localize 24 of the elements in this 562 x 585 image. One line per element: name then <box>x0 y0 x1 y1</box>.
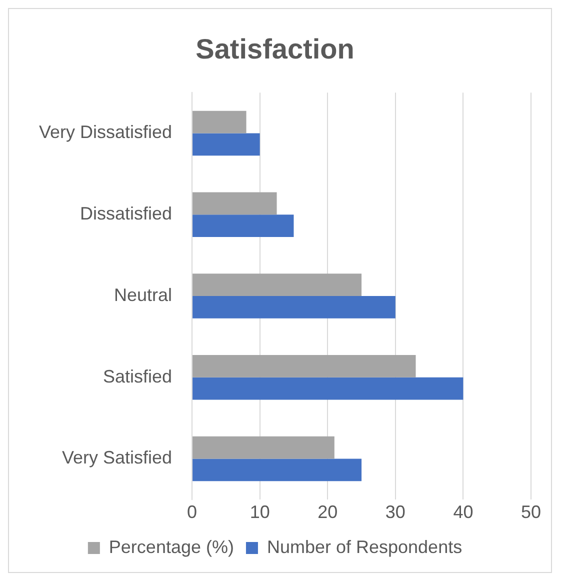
y-tick-label: Very Dissatisfied <box>38 122 172 142</box>
bar <box>192 192 277 215</box>
legend-label: Percentage (%) <box>108 536 234 557</box>
y-tick-label: Very Satisfied <box>62 448 172 468</box>
chart-title: Satisfaction <box>196 34 354 65</box>
y-tick-label: Dissatisfied <box>80 204 172 224</box>
x-tick-label: 30 <box>385 502 406 522</box>
bar <box>192 377 464 400</box>
bar <box>192 274 362 296</box>
bar <box>192 133 260 156</box>
bar <box>192 458 362 482</box>
bar <box>192 214 294 238</box>
bar <box>192 354 416 378</box>
bar <box>192 296 396 318</box>
legend-label: Number of Respondents <box>266 536 462 557</box>
x-tick-label: 50 <box>520 502 542 522</box>
bar <box>192 436 334 459</box>
y-tick-label: Satisfied <box>103 366 172 386</box>
x-tick-label: 20 <box>318 502 338 522</box>
bar <box>192 110 246 134</box>
y-tick-label: Neutral <box>114 284 172 305</box>
x-tick-label: 0 <box>187 502 198 522</box>
x-tick-label: 40 <box>453 502 474 522</box>
x-tick-label: 10 <box>250 502 270 522</box>
